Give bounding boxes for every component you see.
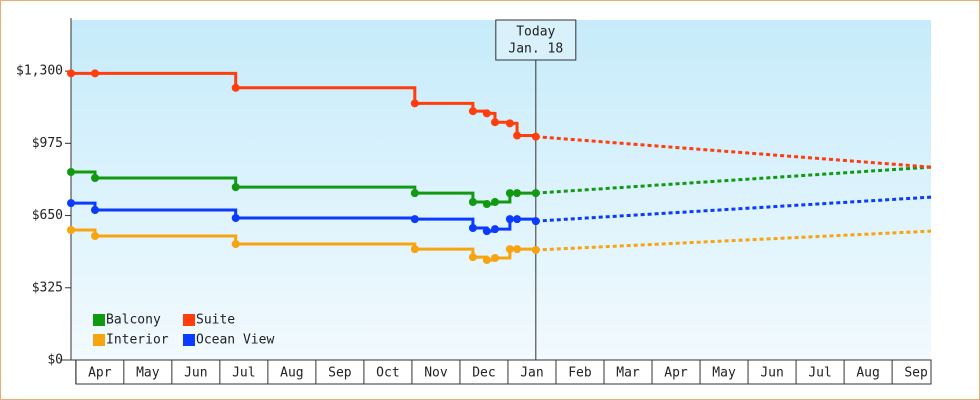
- price-point: [410, 189, 419, 198]
- x-tick-label: Jun: [184, 366, 207, 381]
- price-point: [490, 118, 499, 127]
- price-point: [490, 254, 499, 262]
- x-tick-label: Jun: [760, 366, 783, 381]
- x-tick-label: Jan: [520, 366, 543, 381]
- plot-area: [71, 20, 931, 360]
- forecast-line: [535, 229, 932, 252]
- y-tick-label: $650: [32, 208, 63, 223]
- price-point: [490, 198, 499, 206]
- price-point: [505, 189, 514, 198]
- x-axis-box: [75, 359, 932, 385]
- forecast-line: [535, 165, 932, 195]
- price-point: [67, 69, 75, 78]
- price-point: [531, 132, 540, 141]
- x-tick-label: Apr: [88, 366, 112, 381]
- legend-label: Suite: [196, 313, 235, 328]
- price-point: [505, 215, 514, 224]
- price-point: [410, 215, 419, 224]
- price-point: [531, 217, 540, 226]
- price-point: [490, 225, 499, 234]
- legend-swatch: [93, 334, 105, 346]
- price-point: [468, 107, 477, 116]
- price-point: [67, 226, 75, 234]
- price-point: [91, 69, 100, 78]
- y-tick-label: $325: [32, 280, 63, 295]
- x-tick-label: Aug: [856, 366, 879, 381]
- price-point: [531, 189, 540, 198]
- legend-label: Balcony: [106, 313, 161, 328]
- x-tick-label: Dec: [472, 366, 495, 381]
- y-tick-label: $1,300: [16, 64, 63, 79]
- legend-label: Interior: [106, 333, 169, 348]
- price-point: [231, 83, 240, 92]
- legend-swatch: [183, 334, 195, 346]
- x-tick-label: Aug: [280, 366, 303, 381]
- price-point: [468, 253, 477, 262]
- legend-label: Ocean View: [196, 333, 274, 348]
- price-point: [410, 245, 419, 254]
- x-tick-label: Sep: [328, 366, 352, 381]
- price-point: [513, 189, 522, 198]
- x-tick-label: May: [136, 366, 160, 381]
- today-label: Jan. 18: [508, 42, 563, 57]
- price-point: [505, 245, 514, 254]
- forecast-line: [535, 135, 932, 169]
- price-point: [410, 99, 419, 108]
- price-point: [91, 206, 100, 214]
- today-label: Today: [516, 25, 555, 40]
- price-point: [91, 232, 100, 240]
- y-tick-label: $975: [32, 136, 63, 151]
- price-point: [231, 240, 240, 248]
- x-tick-label: Feb: [568, 366, 592, 381]
- price-point: [513, 215, 522, 224]
- price-point: [67, 199, 75, 208]
- x-tick-label: Sep: [904, 366, 928, 381]
- price-point: [482, 227, 491, 236]
- x-tick-label: Jul: [808, 366, 831, 381]
- forecast-line: [535, 195, 932, 223]
- price-point: [91, 174, 100, 182]
- x-tick-label: Oct: [376, 366, 399, 381]
- price-point: [482, 200, 491, 208]
- legend-swatch: [183, 314, 195, 326]
- x-tick-label: Nov: [424, 366, 448, 381]
- x-tick-label: May: [712, 366, 736, 381]
- x-tick-label: Apr: [664, 366, 688, 381]
- price-point: [531, 246, 540, 254]
- price-point: [231, 214, 240, 222]
- price-point: [468, 198, 477, 206]
- price-point: [505, 119, 514, 128]
- x-tick-label: Mar: [616, 366, 640, 381]
- price-point: [513, 245, 522, 254]
- y-tick-label: $0: [47, 353, 63, 368]
- price-point: [67, 168, 75, 176]
- today-box: [495, 19, 577, 61]
- price-point: [482, 256, 491, 264]
- x-tick-label: Jul: [232, 366, 255, 381]
- price-point: [231, 183, 240, 192]
- price-point: [513, 131, 522, 140]
- price-point: [468, 224, 477, 232]
- legend-swatch: [93, 314, 105, 326]
- price-point: [482, 109, 491, 118]
